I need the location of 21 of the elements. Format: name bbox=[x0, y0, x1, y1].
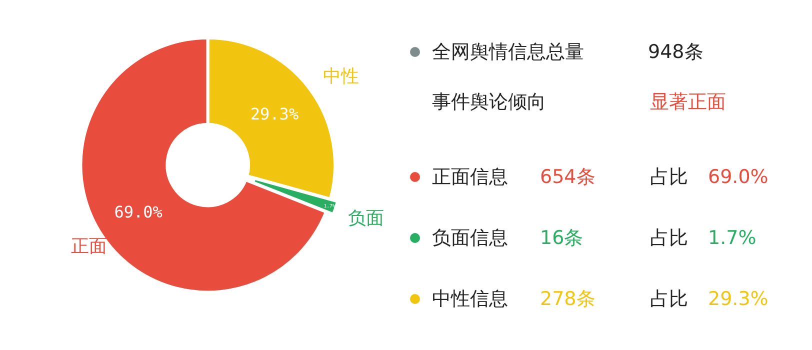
category-label: 正面信息 bbox=[432, 165, 508, 189]
text: 占比 bbox=[650, 227, 688, 249]
slice-label: 负面 bbox=[348, 208, 384, 229]
data-label: 69.0% bbox=[114, 202, 163, 222]
slice-label: 中性 bbox=[323, 66, 359, 87]
category-label: 中性信息 bbox=[432, 287, 508, 311]
text: 占比 bbox=[650, 288, 688, 310]
data-label: 29.3% bbox=[250, 104, 299, 124]
text: 69.0% bbox=[708, 166, 768, 188]
data-label: 654条 bbox=[540, 165, 596, 189]
text: 占比 bbox=[650, 165, 688, 189]
text: 显著正面 bbox=[650, 90, 726, 114]
data-label: 278条 bbox=[540, 287, 596, 311]
text: 1.7% bbox=[708, 227, 756, 249]
data-label: 16条 bbox=[540, 226, 584, 250]
text: 29.3% bbox=[708, 288, 768, 310]
text: 948条 bbox=[648, 40, 704, 64]
text: 事件舆论倾向 bbox=[432, 90, 546, 114]
category-label: 负面信息 bbox=[432, 226, 508, 250]
text: 全网舆情信息总量 bbox=[432, 40, 584, 64]
slice-label: 正面 bbox=[71, 236, 107, 257]
